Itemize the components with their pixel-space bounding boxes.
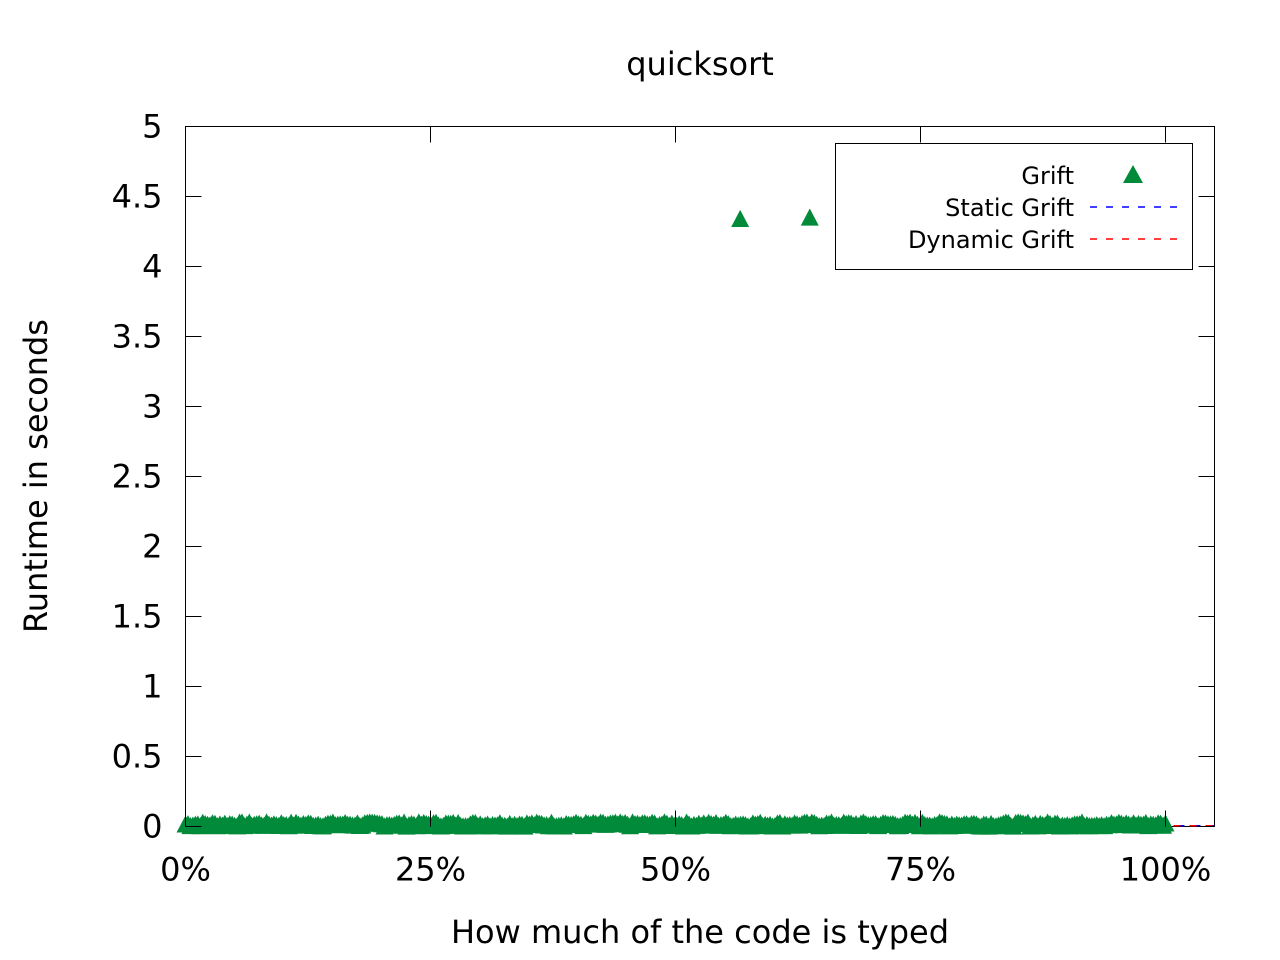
y-tick-label: 2 xyxy=(142,528,162,566)
legend-box xyxy=(835,143,1193,270)
plot-area xyxy=(176,126,1215,835)
grift-points xyxy=(176,208,1175,835)
y-axis: 0 0.5 1 1.5 2 2.5 3 3.5 4 4.5 5 xyxy=(112,108,1215,846)
grift-point-outlier xyxy=(731,209,750,227)
x-axis-label: How much of the code is typed xyxy=(451,913,949,951)
y-tick-label: 3 xyxy=(142,388,162,426)
y-tick-label: 1 xyxy=(142,668,162,706)
chart-title: quicksort xyxy=(626,45,774,83)
y-axis-label: Runtime in seconds xyxy=(17,319,55,633)
legend-label-dynamic-grift: Dynamic Grift xyxy=(908,226,1074,254)
x-tick-label: 100% xyxy=(1120,851,1211,889)
y-tick-label: 4.5 xyxy=(112,178,163,216)
y-tick-label: 2.5 xyxy=(112,458,163,496)
y-tick-label: 0.5 xyxy=(112,738,163,776)
legend: Grift Static Grift Dynamic Grift xyxy=(835,143,1193,270)
x-axis: 0% 25% 50% 75% 100% xyxy=(160,126,1211,889)
legend-marker-grift xyxy=(1123,165,1143,183)
x-tick-label: 50% xyxy=(640,851,711,889)
y-tick-label: 0 xyxy=(142,808,162,846)
y-tick-label: 4 xyxy=(142,248,162,286)
x-tick-label: 25% xyxy=(395,851,466,889)
y-tick-label: 3.5 xyxy=(112,318,163,356)
legend-label-static-grift: Static Grift xyxy=(945,194,1074,222)
x-tick-label: 0% xyxy=(160,851,211,889)
y-tick-label: 5 xyxy=(142,108,162,146)
grift-point-outlier xyxy=(800,208,819,226)
legend-label-grift: Grift xyxy=(1021,162,1074,190)
x-tick-label: 75% xyxy=(885,851,956,889)
y-tick-label: 1.5 xyxy=(112,598,163,636)
